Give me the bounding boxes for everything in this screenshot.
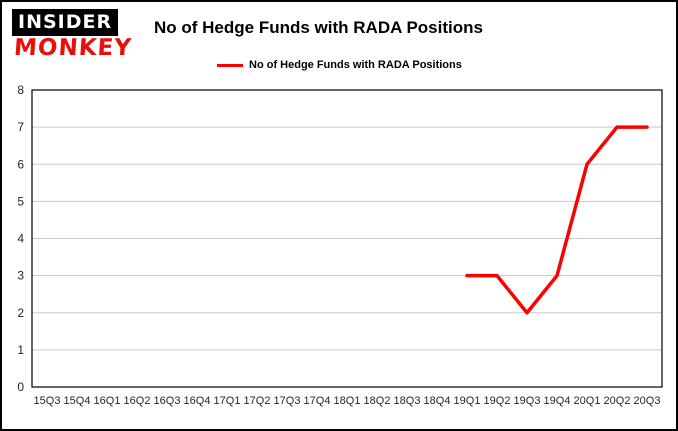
svg-text:16Q3: 16Q3 <box>154 395 181 407</box>
svg-text:17Q1: 17Q1 <box>214 395 241 407</box>
svg-text:19Q2: 19Q2 <box>484 395 511 407</box>
svg-text:1: 1 <box>17 343 24 357</box>
logo-insider-text: INSIDER <box>12 9 119 36</box>
svg-text:20Q1: 20Q1 <box>574 395 601 407</box>
svg-text:5: 5 <box>17 194 24 208</box>
page-title: No of Hedge Funds with RADA Positions <box>154 18 483 37</box>
svg-text:18Q1: 18Q1 <box>334 395 361 407</box>
svg-text:0: 0 <box>17 380 24 394</box>
svg-text:19Q3: 19Q3 <box>514 395 541 407</box>
svg-text:16Q1: 16Q1 <box>94 395 121 407</box>
svg-text:16Q2: 16Q2 <box>124 395 151 407</box>
svg-text:15Q3: 15Q3 <box>34 395 61 407</box>
insider-monkey-logo: INSIDER MONKEY <box>12 9 134 61</box>
svg-text:6: 6 <box>17 157 24 171</box>
svg-text:19Q4: 19Q4 <box>544 395 571 407</box>
svg-text:17Q3: 17Q3 <box>274 395 301 407</box>
svg-text:15Q4: 15Q4 <box>64 395 91 407</box>
svg-text:18Q4: 18Q4 <box>424 395 451 407</box>
svg-text:7: 7 <box>17 120 24 134</box>
svg-text:20Q3: 20Q3 <box>634 395 661 407</box>
svg-text:8: 8 <box>17 83 24 97</box>
svg-text:18Q3: 18Q3 <box>394 395 421 407</box>
svg-text:20Q2: 20Q2 <box>604 395 631 407</box>
svg-text:3: 3 <box>17 269 24 283</box>
svg-text:4: 4 <box>17 232 24 246</box>
svg-text:17Q4: 17Q4 <box>304 395 331 407</box>
legend-label: No of Hedge Funds with RADA Positions <box>249 59 462 71</box>
svg-text:2: 2 <box>17 306 24 320</box>
svg-text:19Q1: 19Q1 <box>454 395 481 407</box>
svg-text:17Q2: 17Q2 <box>244 395 271 407</box>
legend-line-swatch <box>217 63 243 67</box>
legend: No of Hedge Funds with RADA Positions <box>217 59 462 71</box>
svg-text:16Q4: 16Q4 <box>184 395 211 407</box>
svg-text:18Q2: 18Q2 <box>364 395 391 407</box>
